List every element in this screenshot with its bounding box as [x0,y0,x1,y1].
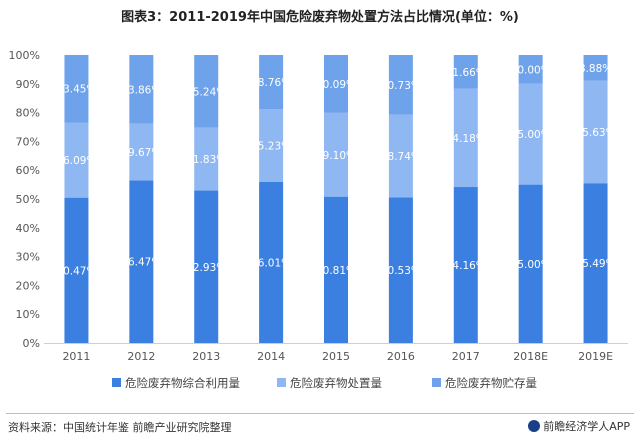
y-tick-label: 100% [9,49,40,62]
data-label: 8.88% [579,63,612,75]
data-label: 21.83% [186,154,226,166]
data-label: 52.93% [186,262,226,274]
bar-segment-2012-s1 [129,180,154,343]
data-label: 54.16% [446,260,486,272]
legend-label: 危险废弃物处置量 [290,376,382,390]
data-label: 25.23% [251,140,291,152]
data-label: 10.00% [511,64,551,76]
x-tick-label: 2018E [513,350,548,363]
brand-mark: 前瞻经济学人APP [528,418,630,434]
bar-segment-2011-s2 [64,122,89,198]
bar-segment-2017-s2 [453,88,478,188]
data-label: 35.63% [576,127,616,139]
x-tick-label: 2019E [578,350,613,363]
data-label: 34.18% [446,133,486,145]
bar-segment-2013-s3 [194,55,219,128]
bar-segment-2018E-s1 [518,184,543,343]
legend-swatch [112,378,121,387]
legend-swatch [432,378,441,387]
data-label: 25.24% [186,86,226,98]
footer-divider [6,413,634,414]
data-label: 20.73% [381,80,421,92]
data-label: 29.10% [316,150,356,162]
data-label: 50.53% [381,265,421,277]
x-tick-label: 2016 [387,350,415,363]
x-tick-label: 2013 [192,350,220,363]
bar-segment-2013-s2 [194,127,219,191]
y-tick-label: 70% [16,135,40,148]
x-tick-label: 2012 [127,350,155,363]
data-label: 26.09% [56,155,96,167]
bar-segment-2017-s1 [453,187,478,343]
data-label: 50.47% [56,265,96,277]
bar-segment-2015-s3 [324,55,348,113]
data-label: 55.49% [576,258,616,270]
y-tick-label: 10% [16,308,40,321]
data-label: 28.74% [381,151,421,163]
y-tick-label: 0% [23,337,40,350]
data-label: 20.09% [316,79,356,91]
bar-segment-2019E-s3 [583,55,608,81]
data-label: 55.00% [511,259,551,271]
data-label: 23.86% [121,84,161,96]
bar-segment-2012-s2 [129,123,154,181]
bar-segment-2014-s2 [259,109,284,182]
bar-segment-2018E-s2 [518,83,543,185]
bar-segment-2014-s3 [259,55,284,110]
data-label: 11.66% [446,67,486,79]
bar-segment-2011-s1 [64,197,89,343]
brand-logo-icon [528,420,541,432]
data-label: 18.76% [251,77,291,89]
x-tick-label: 2017 [452,350,480,363]
legend-label: 危险废弃物贮存量 [445,376,537,390]
bar-segment-2016-s3 [388,55,413,115]
y-tick-label: 90% [16,78,40,91]
y-tick-label: 20% [16,279,40,292]
x-tick-label: 2011 [62,350,90,363]
bar-segment-2019E-s1 [583,183,608,343]
source-note: 资料来源：中国统计年鉴 前瞻产业研究院整理 [8,421,232,434]
data-label: 23.45% [56,84,96,96]
bar-segment-2017-s3 [453,55,478,89]
data-label: 19.67% [121,147,161,159]
bar-segment-2011-s3 [64,54,89,123]
y-tick-label: 50% [16,193,40,206]
bar-segment-2018E-s3 [518,55,543,84]
data-label: 56.47% [121,257,161,269]
y-tick-label: 60% [16,164,40,177]
legend-label: 危险废弃物综合利用量 [125,376,240,390]
bar-segment-2016-s2 [388,114,413,198]
bar-segment-2014-s1 [259,181,284,343]
x-tick-label: 2015 [322,350,350,363]
bar-segment-2012-s3 [129,55,154,124]
y-tick-label: 30% [16,251,40,264]
bar-segment-2016-s1 [388,197,413,343]
data-label: 35.00% [511,129,551,141]
bar-segment-2013-s1 [194,190,219,343]
y-tick-label: 80% [16,107,40,120]
legend-swatch [277,378,286,387]
chart-title: 图表3：2011-2019年中国危险废弃物处置方法占比情况(单位：%) [121,10,519,25]
brand-text: 前瞻经济学人APP [543,420,630,433]
bar-segment-2019E-s2 [583,80,608,184]
data-label: 56.01% [251,257,291,269]
x-tick-label: 2014 [257,350,285,363]
y-tick-label: 40% [16,222,40,235]
bar-segment-2015-s2 [324,112,348,197]
data-label: 50.81% [316,265,356,277]
bar-segment-2015-s1 [324,196,348,343]
